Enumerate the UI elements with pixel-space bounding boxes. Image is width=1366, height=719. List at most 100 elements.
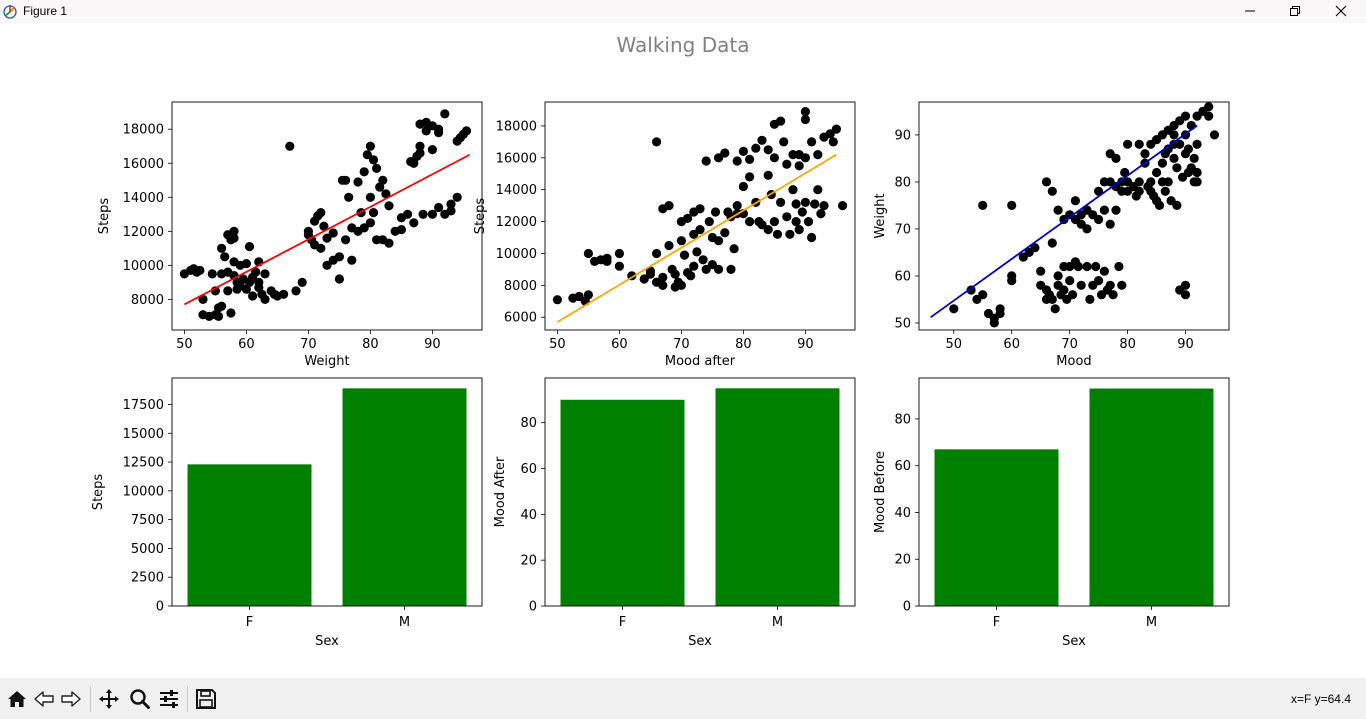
x-tick-label: M xyxy=(1146,615,1157,630)
configure-subplots-button[interactable] xyxy=(156,687,182,711)
data-point xyxy=(347,255,357,265)
x-tick-label: 50 xyxy=(549,337,566,352)
zoom-button[interactable] xyxy=(127,687,153,711)
data-point xyxy=(1140,149,1150,159)
data-point xyxy=(1189,153,1199,163)
data-point xyxy=(745,217,755,227)
close-icon xyxy=(1335,5,1347,17)
data-point xyxy=(344,192,354,202)
data-point xyxy=(1192,167,1202,178)
data-point xyxy=(378,175,388,185)
bar xyxy=(1089,388,1214,606)
data-point xyxy=(1172,163,1182,173)
y-tick-label: 10000 xyxy=(123,259,164,274)
y-tick-label: 2500 xyxy=(131,571,164,586)
subplot-4: F M 0 2500 5000 7500 10000 12500 15000 17500 Sex St… xyxy=(91,377,483,649)
back-icon xyxy=(34,691,54,707)
data-point xyxy=(1134,139,1144,149)
data-point xyxy=(1114,261,1124,272)
data-point xyxy=(381,189,391,199)
y-tick-label: 16000 xyxy=(496,151,537,166)
data-point xyxy=(384,238,394,248)
x-tick-label: 70 xyxy=(673,337,690,352)
y-tick-label: 6000 xyxy=(504,311,537,326)
data-point xyxy=(244,242,255,252)
data-point xyxy=(978,200,988,210)
data-point xyxy=(1065,276,1075,286)
data-point xyxy=(427,209,437,219)
y-axis-label: Steps xyxy=(91,474,106,511)
y-tick-label: 18000 xyxy=(123,123,164,138)
data-point xyxy=(1134,177,1144,187)
restore-button[interactable] xyxy=(1272,0,1318,23)
data-point xyxy=(745,172,755,182)
minimize-button[interactable] xyxy=(1227,0,1273,23)
data-point xyxy=(800,153,811,163)
data-point xyxy=(384,201,394,211)
data-point xyxy=(810,199,820,209)
y-tick-label: 12000 xyxy=(123,225,164,240)
data-point xyxy=(1099,266,1109,276)
home-button[interactable] xyxy=(4,687,30,711)
data-point xyxy=(658,280,668,290)
save-icon xyxy=(196,689,216,709)
bar xyxy=(715,388,840,606)
data-point xyxy=(794,161,804,171)
data-point xyxy=(816,209,826,219)
data-point xyxy=(365,141,375,151)
data-point xyxy=(807,137,817,147)
home-icon xyxy=(8,691,26,707)
figure-plots[interactable]: Walking Data 50 60 70 80 9080001000012000140… xyxy=(0,23,1366,678)
data-point xyxy=(1192,139,1202,149)
data-point xyxy=(1169,153,1179,163)
y-tick-label: 17500 xyxy=(123,398,164,413)
data-point xyxy=(1094,276,1104,286)
pan-button[interactable] xyxy=(96,687,122,711)
data-point xyxy=(297,277,307,287)
data-point xyxy=(683,213,693,223)
data-point xyxy=(800,114,811,125)
subplot-5: F M 0 20 40 60 80 Sex Mood After xyxy=(493,377,856,649)
x-tick-label: F xyxy=(619,615,626,630)
data-point xyxy=(1117,280,1127,290)
data-point xyxy=(757,220,767,230)
bar xyxy=(560,399,685,606)
y-tick-label: 10000 xyxy=(123,484,164,499)
y-tick-label: 0 xyxy=(529,600,537,615)
y-tick-label: 7500 xyxy=(131,513,164,528)
x-tick-label: 50 xyxy=(945,337,962,352)
zoom-icon xyxy=(130,689,150,709)
y-tick-label: 16000 xyxy=(123,157,164,172)
x-axis-label: Weight xyxy=(304,354,349,369)
data-point xyxy=(645,266,656,276)
x-tick-label: 90 xyxy=(1177,337,1194,352)
data-point xyxy=(772,229,783,239)
data-point xyxy=(403,209,413,219)
data-point xyxy=(1047,186,1057,196)
subplot-6: F M 0 20 40 60 80 Sex Mood Before xyxy=(873,377,1230,649)
data-point xyxy=(368,155,379,165)
save-button[interactable] xyxy=(193,687,219,711)
data-point xyxy=(763,225,773,235)
back-button[interactable] xyxy=(31,687,57,711)
data-point xyxy=(1111,205,1121,215)
data-point xyxy=(782,159,792,169)
figure-canvas[interactable]: Walking Data 50 60 70 80 90 8000 10000 12000 140… xyxy=(0,23,1366,678)
bar xyxy=(187,464,312,606)
y-tick-label: 0 xyxy=(156,600,164,615)
data-point xyxy=(322,233,332,243)
forward-button[interactable] xyxy=(58,687,84,711)
close-button[interactable] xyxy=(1318,0,1364,23)
fit-line xyxy=(556,153,837,323)
data-point xyxy=(415,141,425,151)
data-point xyxy=(229,226,239,236)
data-point xyxy=(738,181,749,192)
data-point xyxy=(1180,290,1191,300)
data-point xyxy=(1111,153,1121,163)
toolbar-separator xyxy=(90,686,91,712)
data-point xyxy=(1068,290,1078,300)
data-point xyxy=(1059,285,1069,295)
data-point xyxy=(334,274,344,284)
data-point xyxy=(689,261,699,271)
data-point xyxy=(372,163,382,173)
